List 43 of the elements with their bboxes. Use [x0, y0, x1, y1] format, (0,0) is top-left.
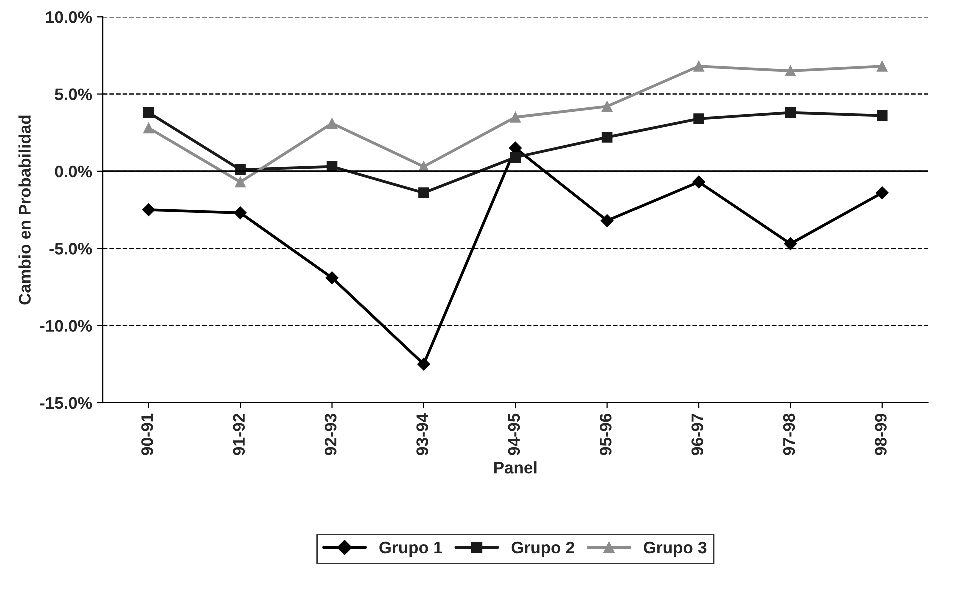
- x-axis-title: Panel: [494, 462, 537, 474]
- point: [234, 206, 247, 220]
- y-tick-label: 10.0%: [46, 12, 92, 24]
- x-tick-label: 94-95: [508, 414, 520, 456]
- point: [143, 122, 154, 134]
- point: [142, 204, 156, 216]
- x-tick-label: 96-97: [692, 414, 704, 456]
- point: [602, 101, 613, 112]
- point: [785, 66, 796, 77]
- point: [143, 107, 154, 118]
- point: [785, 107, 796, 118]
- x-tick-label: 97-98: [783, 414, 796, 456]
- point: [692, 176, 706, 189]
- x-tick-label: 93-94: [416, 413, 428, 456]
- y-tick-label: 0.0%: [55, 166, 92, 178]
- y-tick-label: 5.0%: [55, 88, 92, 100]
- x-tick-label: 91-92: [233, 414, 246, 456]
- x-tick-label: 90-91: [142, 414, 154, 456]
- point: [418, 358, 430, 371]
- point: [510, 112, 522, 123]
- point: [877, 110, 888, 122]
- point: [600, 214, 614, 228]
- point: [510, 152, 522, 163]
- point: [784, 238, 798, 250]
- point: [877, 61, 888, 72]
- point: [602, 132, 613, 143]
- legend-label: Grupo 3: [644, 542, 707, 557]
- legend-label: Grupo 1: [380, 542, 442, 557]
- point: [235, 176, 246, 188]
- x-tick-label: 92-93: [324, 414, 337, 456]
- y-axis-title: Cambio en Probabilidad: [18, 116, 31, 305]
- x-tick-label: 98-99: [875, 414, 887, 456]
- point: [694, 114, 704, 124]
- point: [694, 61, 704, 72]
- x-tick-label: 95-96: [600, 414, 612, 456]
- y-tick-label: -10.0%: [40, 320, 92, 332]
- point: [876, 186, 889, 200]
- point: [418, 188, 430, 198]
- point: [326, 118, 338, 129]
- y-tick-label: -5.0%: [50, 243, 92, 255]
- y-tick-label: -15.0%: [40, 397, 92, 410]
- point: [326, 272, 339, 284]
- legend-label: Grupo 2: [512, 542, 574, 557]
